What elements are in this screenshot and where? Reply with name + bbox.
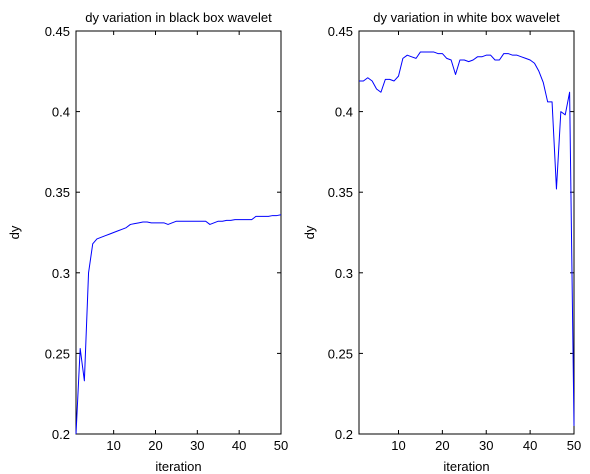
y-tick-label: 0.2: [335, 427, 353, 442]
right-chart-panel: dy variation in white box wavelet iterat…: [302, 10, 581, 474]
y-axis-label: dy: [7, 225, 22, 239]
chart-title: dy variation in black box wavelet: [85, 10, 272, 25]
y-tick-label: 0.45: [45, 24, 70, 39]
y-tick-label: 0.35: [45, 185, 70, 200]
y-tick-label: 0.3: [335, 266, 353, 281]
x-axis-label: iteration: [443, 459, 489, 474]
y-tick-label: 0.45: [328, 24, 353, 39]
x-tick-label: 20: [435, 438, 449, 453]
y-tick-label: 0.25: [328, 346, 353, 361]
series-line: [359, 51, 575, 426]
x-tick-label: 30: [190, 438, 204, 453]
x-tick-label: 50: [274, 438, 288, 453]
y-tick-label: 0.2: [52, 427, 70, 442]
x-tick-label: 50: [567, 438, 581, 453]
y-tick-label: 0.35: [328, 185, 353, 200]
left-chart-panel: dy variation in black box wavelet iterat…: [7, 10, 288, 474]
x-tick-label: 20: [148, 438, 162, 453]
x-tick-label: 40: [232, 438, 246, 453]
chart-title: dy variation in white box wavelet: [373, 10, 560, 25]
series-line: [75, 214, 282, 435]
y-axis-label: dy: [302, 225, 317, 239]
plot-area-frame: [358, 30, 575, 435]
y-tick-label: 0.4: [335, 105, 353, 120]
x-tick-label: 40: [523, 438, 537, 453]
x-tick-label: 10: [391, 438, 405, 453]
x-tick-label: 30: [479, 438, 493, 453]
x-axis-label: iteration: [155, 459, 201, 474]
y-tick-label: 0.4: [52, 105, 70, 120]
plot-area-frame: [75, 30, 282, 435]
x-tick-label: 10: [106, 438, 120, 453]
y-tick-label: 0.3: [52, 266, 70, 281]
y-tick-label: 0.25: [45, 346, 70, 361]
